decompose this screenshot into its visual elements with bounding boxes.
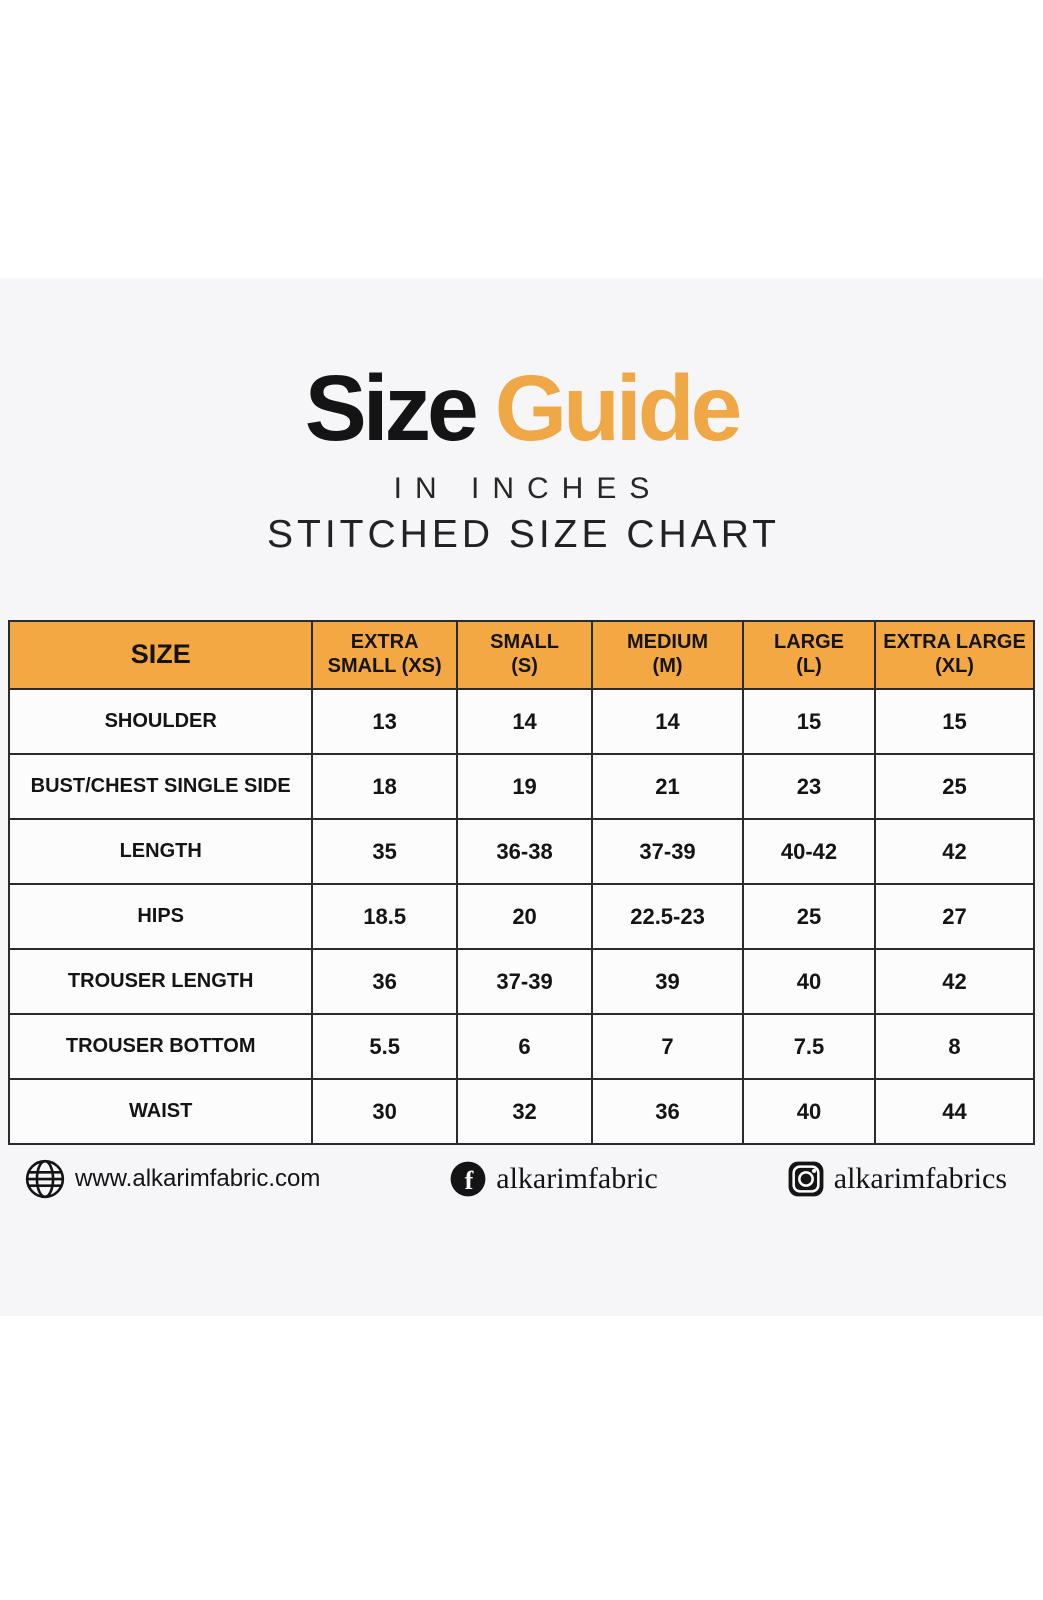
table-cell: 18.5 <box>311 883 458 950</box>
row-label: SHOULDER <box>7 688 314 755</box>
table-cell: 35 <box>311 818 458 885</box>
table-cell: 15 <box>874 688 1035 755</box>
table-cell: 36 <box>591 1078 744 1145</box>
title-word-size: Size <box>304 356 479 460</box>
col-header-extra-large: EXTRA LARGE (XL) <box>874 620 1035 690</box>
page-title: Size Guide <box>0 362 1043 455</box>
table-row-waist: WAIST 30 32 36 40 44 <box>7 1078 1035 1145</box>
row-label: BUST/CHEST SINGLE SIDE <box>7 753 314 820</box>
table-cell: 37-39 <box>455 948 594 1015</box>
subtitle-stitched-size-chart: STITCHED SIZE CHART <box>267 513 780 556</box>
website-url: www.alkarimfabric.com <box>75 1165 321 1192</box>
table-cell: 23 <box>741 753 877 820</box>
table-row-hips: HIPS 18.5 20 22.5-23 25 27 <box>7 883 1035 950</box>
table-row-bust-chest: BUST/CHEST SINGLE SIDE 18 19 21 23 25 <box>7 753 1035 820</box>
row-label: TROUSER BOTTOM <box>7 1013 314 1080</box>
title-block: Size Guide IN INCHES STITCHED SIZE CHART <box>0 362 1043 557</box>
table-cell: 27 <box>874 883 1035 950</box>
col-header-size: SIZE <box>7 620 314 690</box>
col-header-small: SMALL (S) <box>455 620 594 690</box>
table-cell: 25 <box>741 883 877 950</box>
svg-text:f: f <box>465 1166 474 1195</box>
col-header-extra-small: EXTRA SMALL (XS) <box>311 620 458 690</box>
instagram-icon <box>788 1161 824 1197</box>
stitched-size-chart-table: SIZE EXTRA SMALL (XS) SMALL (S) MEDIUM (… <box>7 620 1035 1145</box>
facebook-handle: alkarimfabric <box>496 1162 658 1195</box>
instagram-item: alkarimfabrics <box>787 1160 1007 1198</box>
table-cell: 7 <box>591 1013 744 1080</box>
table-cell: 22.5-23 <box>591 883 744 950</box>
header-row: SIZE EXTRA SMALL (XS) SMALL (S) MEDIUM (… <box>7 620 1035 690</box>
row-label: WAIST <box>7 1078 314 1145</box>
table-cell: 25 <box>874 753 1035 820</box>
table-cell: 39 <box>591 948 744 1015</box>
footer: www.alkarimfabric.com f alkarimfabric al… <box>0 1158 1043 1200</box>
subtitle-in-inches: IN INCHES <box>393 472 663 505</box>
table-cell: 30 <box>311 1078 458 1145</box>
table-cell: 8 <box>874 1013 1035 1080</box>
table-cell: 14 <box>591 688 744 755</box>
table-cell: 13 <box>311 688 458 755</box>
table-cell: 32 <box>455 1078 594 1145</box>
table-row-shoulder: SHOULDER 13 14 14 15 15 <box>7 688 1035 755</box>
facebook-icon: f <box>450 1161 486 1197</box>
table-cell: 19 <box>455 753 594 820</box>
table-cell: 42 <box>874 948 1035 1015</box>
table-cell: 44 <box>874 1078 1035 1145</box>
globe-icon <box>25 1159 65 1199</box>
title-word-guide: Guide <box>494 356 743 460</box>
table-cell: 15 <box>741 688 877 755</box>
table-cell: 40-42 <box>741 818 877 885</box>
row-label: LENGTH <box>7 818 314 885</box>
table-cell: 42 <box>874 818 1035 885</box>
table-cell: 21 <box>591 753 744 820</box>
facebook-item: f alkarimfabric <box>449 1160 658 1198</box>
table-cell: 20 <box>455 883 594 950</box>
col-header-medium: MEDIUM (M) <box>591 620 744 690</box>
table-row-trouser-length: TROUSER LENGTH 36 37-39 39 40 42 <box>7 948 1035 1015</box>
row-label: HIPS <box>7 883 314 950</box>
table-cell: 6 <box>455 1013 594 1080</box>
table-row-length: LENGTH 35 36-38 37-39 40-42 42 <box>7 818 1035 885</box>
table-cell: 5.5 <box>311 1013 458 1080</box>
instagram-handle: alkarimfabrics <box>833 1162 1007 1195</box>
table-cell: 18 <box>311 753 458 820</box>
table-cell: 36 <box>311 948 458 1015</box>
table-cell: 7.5 <box>741 1013 877 1080</box>
row-label: TROUSER LENGTH <box>7 948 314 1015</box>
table-cell: 37-39 <box>591 818 744 885</box>
table-cell: 40 <box>741 1078 877 1145</box>
table-cell: 36-38 <box>455 818 594 885</box>
table-cell: 40 <box>741 948 877 1015</box>
website-item: www.alkarimfabric.com <box>24 1158 320 1200</box>
col-header-large: LARGE (L) <box>741 620 877 690</box>
table-row-trouser-bottom: TROUSER BOTTOM 5.5 6 7 7.5 8 <box>7 1013 1035 1080</box>
table-cell: 14 <box>455 688 594 755</box>
